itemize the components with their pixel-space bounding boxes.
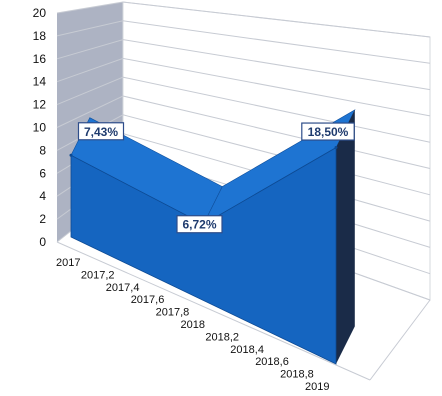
x-tick-label: 2017,6 bbox=[131, 294, 165, 306]
grid-line bbox=[56, 20, 431, 64]
x-tick-label: 2018,8 bbox=[280, 369, 314, 381]
x-tick-label: 2017,2 bbox=[81, 269, 115, 281]
y-tick-label: 20 bbox=[33, 6, 47, 20]
y-tick-label: 2 bbox=[39, 212, 46, 226]
y-tick-label: 10 bbox=[33, 121, 47, 135]
x-tick-label: 2018,6 bbox=[255, 356, 289, 368]
grid-line bbox=[56, 57, 431, 117]
y-tick-label: 14 bbox=[33, 75, 47, 89]
data-label-box bbox=[176, 215, 223, 234]
x-tick-label: 2017,4 bbox=[106, 282, 140, 294]
y-tick-label: 12 bbox=[33, 98, 47, 112]
data-label-text: 6,72% bbox=[182, 218, 216, 232]
floor-front-edge bbox=[56, 241, 371, 381]
data-label-box bbox=[77, 122, 125, 141]
y-tick-label: 16 bbox=[33, 52, 47, 66]
area-side-face bbox=[336, 109, 355, 365]
grid-line bbox=[56, 39, 431, 91]
data-point bbox=[69, 153, 73, 157]
data-label-text: 18,50% bbox=[308, 125, 349, 139]
y-tick-label: 18 bbox=[33, 29, 47, 43]
x-tick-label: 2019 bbox=[305, 381, 329, 393]
grid-line bbox=[56, 1, 431, 38]
area-front-face bbox=[70, 146, 337, 365]
grid-line bbox=[56, 76, 431, 143]
y-tick-label: 0 bbox=[39, 235, 46, 249]
data-point bbox=[334, 146, 338, 150]
x-axis: 20172017,22017,42017,62017,820182018,220… bbox=[56, 257, 329, 393]
data-labels: 7,43% 6,72% 18,50% bbox=[77, 122, 355, 234]
x-tick-label: 2018 bbox=[181, 319, 205, 331]
data-label-box bbox=[301, 122, 355, 141]
y-tick-label: 8 bbox=[39, 143, 46, 157]
data-label: 6,72% bbox=[176, 215, 223, 234]
y-tick-label: 4 bbox=[39, 189, 46, 203]
x-tick-label: 2017,8 bbox=[156, 307, 190, 319]
x-tick-label: 2017 bbox=[56, 257, 80, 269]
data-label: 7,43% bbox=[77, 122, 125, 141]
x-tick-label: 2018,4 bbox=[230, 344, 264, 356]
y-tick-label: 6 bbox=[39, 166, 46, 180]
y-axis: 0 2 4 6 8 10 12 14 16 18 20 bbox=[33, 6, 47, 249]
floor-right-edge bbox=[369, 299, 431, 381]
x-tick-label: 2018,2 bbox=[205, 331, 239, 343]
data-label-text: 7,43% bbox=[84, 125, 118, 139]
data-label: 18,50% bbox=[301, 122, 355, 141]
